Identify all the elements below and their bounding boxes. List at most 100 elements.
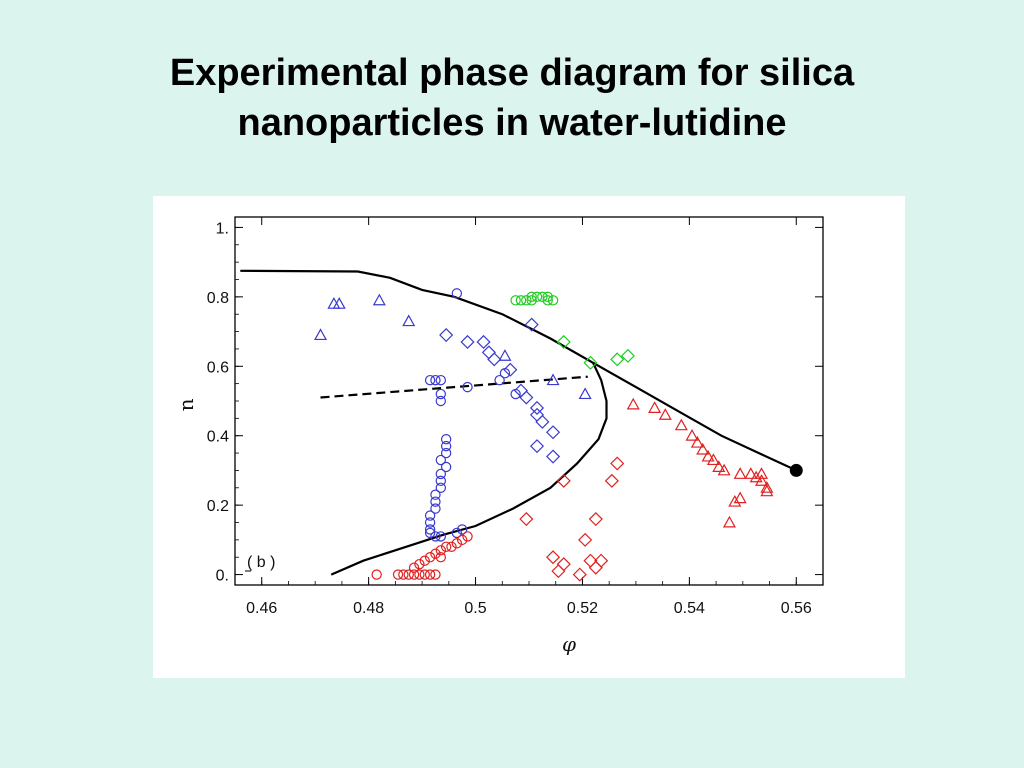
blue-diamond-point bbox=[513, 383, 529, 398]
blue-circle-point bbox=[451, 527, 463, 539]
blue-triangle-point bbox=[332, 297, 346, 309]
y-tick-label: 0.6 bbox=[207, 359, 229, 376]
blue-triangle-point bbox=[578, 387, 592, 400]
slide-title: Experimental phase diagram for silica na… bbox=[0, 48, 1024, 148]
y-tick-label: 0. bbox=[216, 568, 229, 585]
green-circle-point bbox=[515, 295, 527, 306]
blue-triangle-point bbox=[402, 314, 416, 327]
red-triangle-point bbox=[696, 442, 710, 455]
blue-circle-point bbox=[440, 461, 452, 473]
green-circle-point bbox=[526, 295, 537, 306]
green-circle-point bbox=[547, 295, 559, 306]
green-circle-point bbox=[510, 295, 521, 306]
blue-circle-point bbox=[435, 468, 446, 480]
x-tick-label: 0.48 bbox=[353, 600, 384, 617]
blue-circle-point bbox=[430, 531, 441, 542]
blue-diamond-point bbox=[481, 345, 496, 360]
red-circle-point bbox=[419, 569, 430, 580]
x-tick-label: 0.52 bbox=[567, 600, 598, 617]
blue-diamond-point bbox=[524, 317, 539, 332]
red-triangle-point bbox=[728, 494, 742, 507]
red-triangle-point bbox=[755, 467, 769, 479]
green-circle-point bbox=[542, 291, 553, 303]
blue-diamond-point bbox=[529, 439, 545, 454]
green-circle-point bbox=[521, 295, 532, 306]
blue-circle-point bbox=[462, 381, 473, 393]
dashed-boundary-line bbox=[320, 375, 588, 399]
red-diamond-point bbox=[610, 456, 625, 471]
red-circle-point bbox=[419, 555, 430, 566]
critical-point bbox=[789, 463, 803, 477]
red-circle-point bbox=[435, 552, 446, 563]
blue-circle-point bbox=[440, 440, 452, 452]
red-diamond-point bbox=[604, 473, 619, 488]
blue-circle-point bbox=[494, 374, 505, 386]
blue-diamond-point bbox=[460, 334, 475, 350]
blue-diamond-point bbox=[546, 449, 561, 464]
red-circle-point bbox=[435, 545, 446, 556]
red-circle-point bbox=[430, 569, 441, 580]
blue-circle-point bbox=[424, 527, 436, 539]
blue-circle-point bbox=[440, 433, 452, 445]
red-circle-point bbox=[392, 569, 404, 580]
red-triangle-point bbox=[744, 467, 758, 479]
green-diamond-point bbox=[583, 355, 598, 370]
red-circle-point bbox=[414, 569, 425, 580]
red-diamond-point bbox=[551, 564, 566, 579]
red-triangle-point bbox=[717, 463, 731, 476]
red-circle-point bbox=[398, 569, 409, 580]
green-circle-point bbox=[537, 291, 548, 303]
red-diamond-point bbox=[572, 567, 587, 582]
red-circle-point bbox=[408, 562, 420, 573]
red-triangle-point bbox=[749, 470, 763, 483]
blue-triangle-point bbox=[314, 328, 328, 341]
blue-circle-point bbox=[440, 447, 452, 459]
green-circle-point bbox=[531, 291, 543, 303]
red-circle-point bbox=[462, 531, 473, 542]
x-tick-label: 0.5 bbox=[464, 600, 486, 617]
blue-circle-point bbox=[430, 374, 441, 386]
blue-diamond-point bbox=[519, 390, 534, 405]
blue-diamond-point bbox=[529, 400, 545, 415]
blue-circle-point bbox=[456, 524, 468, 535]
red-circle-point bbox=[451, 538, 463, 549]
red-triangle-point bbox=[733, 467, 747, 479]
x-tick-label: 0.54 bbox=[674, 600, 705, 617]
red-triangle-point bbox=[626, 397, 640, 410]
green-diamond-point bbox=[556, 334, 571, 350]
slide-title-line-1: Experimental phase diagram for silica bbox=[169, 52, 855, 94]
red-circle-point bbox=[403, 569, 414, 580]
red-triangle-point bbox=[760, 481, 774, 493]
green-circle-point bbox=[542, 295, 553, 306]
red-circle-point bbox=[424, 552, 436, 563]
blue-circle-point bbox=[451, 288, 463, 299]
red-circle-point bbox=[414, 558, 425, 570]
green-diamond-point bbox=[620, 348, 635, 363]
red-diamond-point bbox=[578, 532, 593, 547]
panel-label: ( b ) bbox=[247, 554, 275, 571]
blue-circle-point bbox=[424, 524, 436, 535]
red-triangle-point bbox=[755, 474, 769, 486]
blue-circle-point bbox=[424, 374, 436, 386]
blue-circle-point bbox=[435, 454, 446, 466]
green-circle-point bbox=[526, 291, 537, 303]
blue-triangle-point bbox=[546, 373, 560, 386]
blue-diamond-point bbox=[487, 352, 502, 367]
red-triangle-point bbox=[674, 418, 688, 431]
blue-circle-point bbox=[510, 388, 521, 400]
red-circle-point bbox=[424, 569, 436, 580]
blue-triangle-point bbox=[372, 293, 386, 306]
red-diamond-point bbox=[556, 473, 571, 488]
red-triangle-point bbox=[658, 408, 672, 420]
blue-circle-point bbox=[430, 503, 441, 514]
red-circle-point bbox=[408, 569, 420, 580]
red-diamond-point bbox=[519, 511, 534, 527]
blue-diamond-point bbox=[546, 425, 561, 440]
blue-circle-point bbox=[435, 531, 446, 542]
red-triangle-point bbox=[701, 449, 715, 462]
phase-boundary-line bbox=[330, 362, 608, 576]
red-triangle-point bbox=[685, 428, 699, 441]
y-tick-label: 0.8 bbox=[207, 290, 229, 307]
y-tick-label: 0.4 bbox=[207, 429, 229, 446]
blue-circle-point bbox=[424, 510, 436, 521]
